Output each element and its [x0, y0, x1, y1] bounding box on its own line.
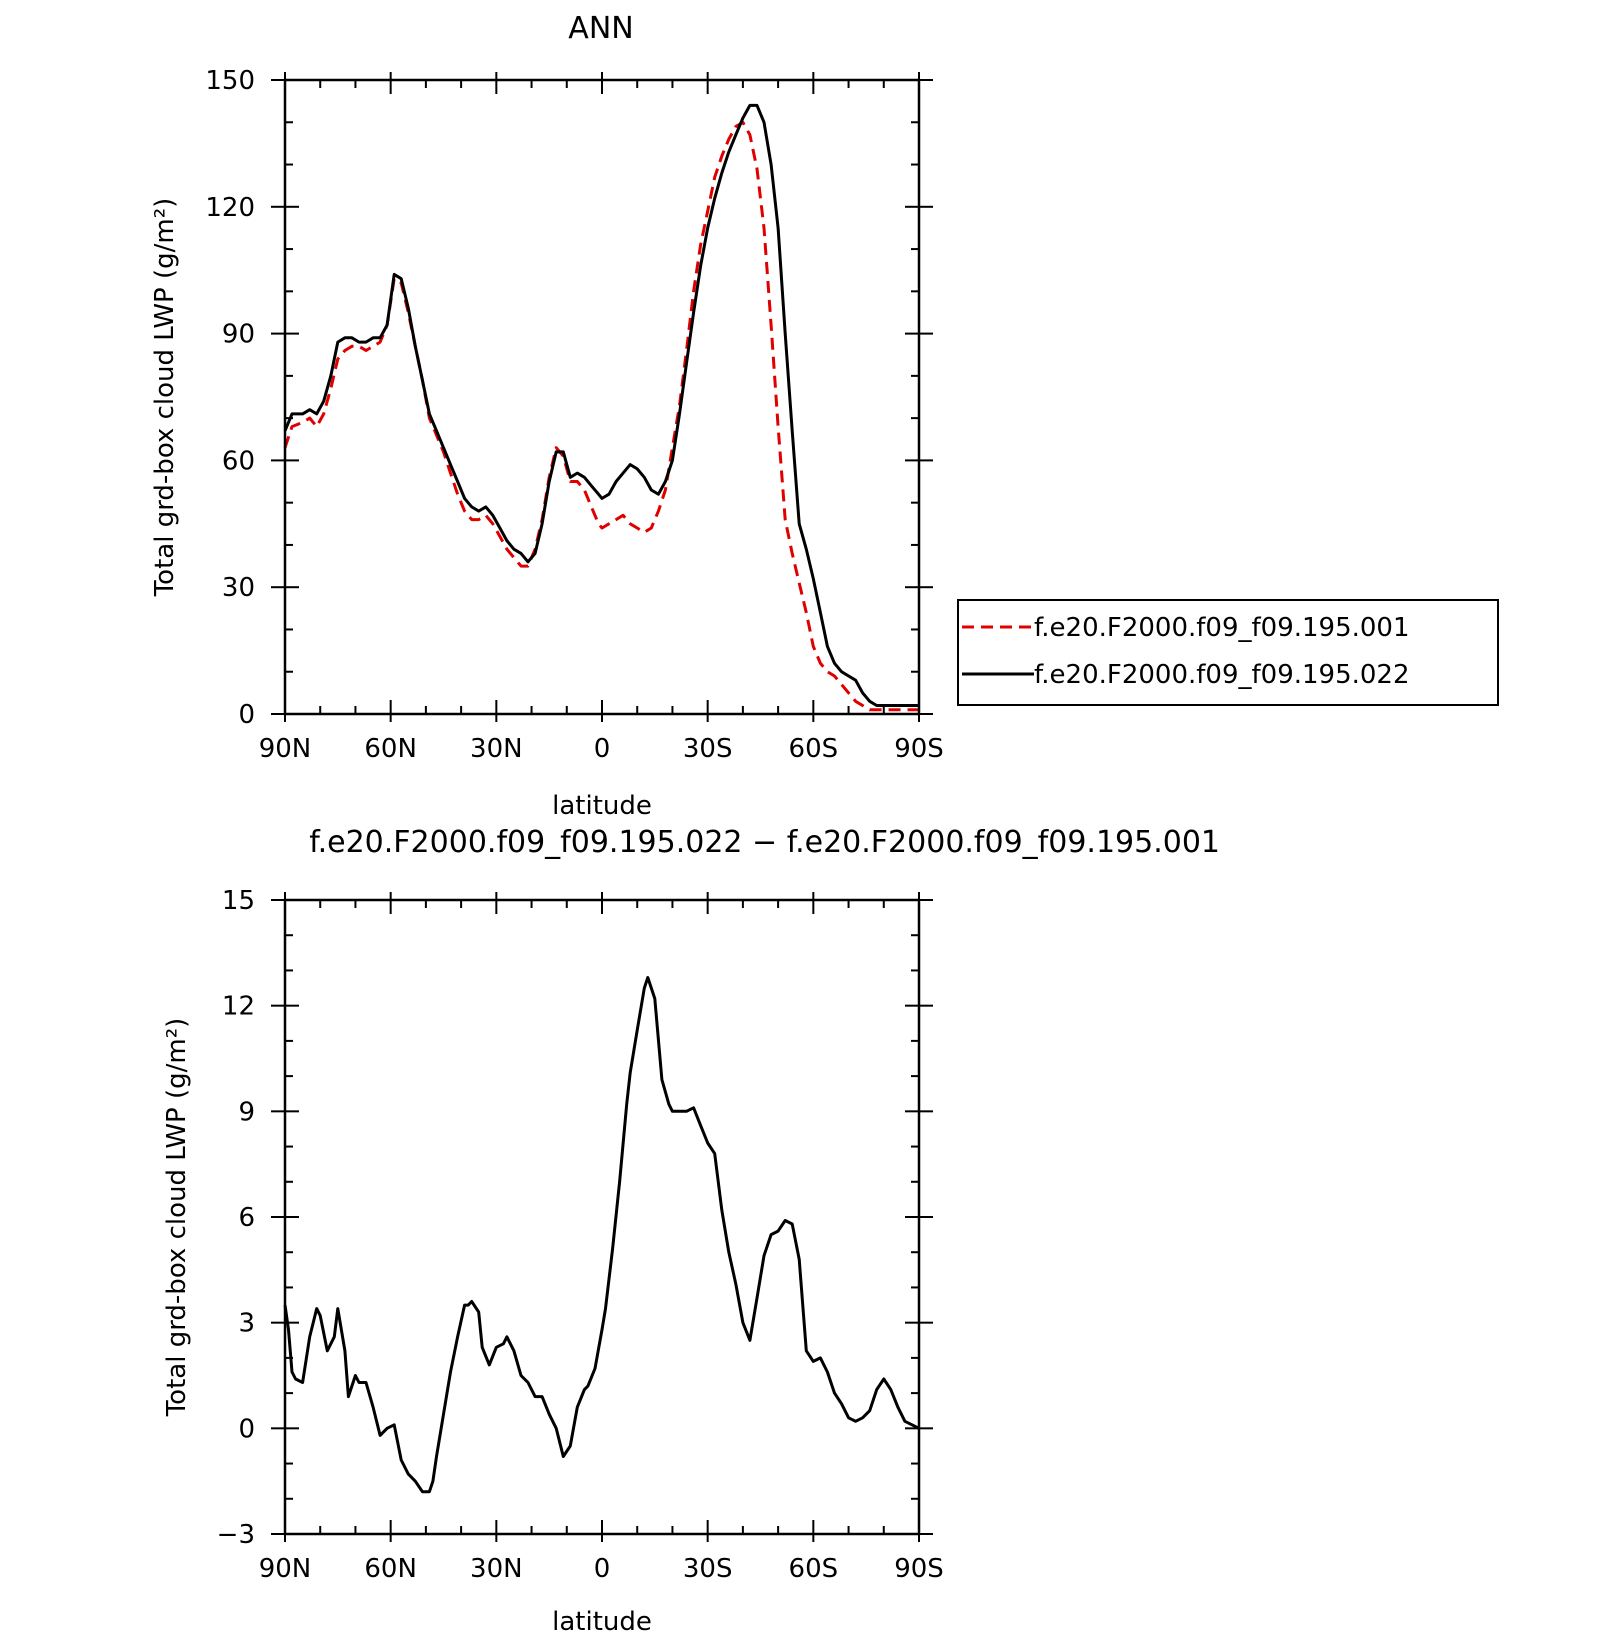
y-tick-label: 30 [222, 573, 255, 603]
y-tick-label: 150 [205, 66, 255, 96]
top-y-axis-label: Total grd-box cloud LWP (g/m²) [150, 198, 180, 598]
bottom-y-axis-label: Total grd-box cloud LWP (g/m²) [162, 1018, 192, 1418]
y-tick-label: 3 [238, 1309, 255, 1339]
x-tick-label: 30S [683, 734, 733, 764]
legend: f.e20.F2000.f09_f09.195.001 f.e20.F2000.… [957, 599, 1499, 706]
y-tick-label: 90 [222, 320, 255, 350]
top-chart-title: ANN [568, 11, 633, 46]
x-tick-label: 30N [470, 1554, 523, 1584]
series-line-0 [283, 976, 920, 1494]
y-tick-label: 12 [222, 992, 255, 1022]
x-tick-label: 90S [894, 734, 944, 764]
x-tick-label: 0 [594, 1554, 611, 1584]
top-x-tick-labels: 90N 60N 30N 0 30S 60S 90S [259, 734, 944, 764]
bottom-axis-ticks [271, 892, 933, 1542]
bottom-plot-frame [283, 898, 921, 1536]
x-tick-label: 60S [789, 734, 839, 764]
x-tick-label: 30S [683, 1554, 733, 1584]
y-tick-label: 6 [238, 1203, 255, 1233]
bottom-series-group [283, 976, 920, 1494]
x-tick-label: 60N [364, 734, 417, 764]
x-tick-label: 60N [364, 1554, 417, 1584]
series-line-1 [283, 103, 919, 707]
y-tick-label: 15 [222, 886, 255, 916]
legend-label-022: f.e20.F2000.f09_f09.195.022 [1034, 660, 1410, 690]
x-tick-label: 60S [789, 1554, 839, 1584]
y-tick-label: 9 [238, 1097, 255, 1127]
top-series-group [283, 103, 919, 712]
x-tick-label: 0 [594, 734, 611, 764]
y-tick-label: 0 [238, 700, 255, 730]
top-axis-ticks [271, 72, 933, 722]
x-tick-label: 90N [259, 1554, 312, 1584]
bottom-x-tick-labels: 90N 60N 30N 0 30S 60S 90S [259, 1554, 944, 1584]
y-tick-label: 60 [222, 446, 255, 476]
top-x-axis-label: latitude [552, 791, 652, 821]
legend-box [957, 599, 1499, 706]
x-tick-label: 90N [259, 734, 312, 764]
legend-label-001: f.e20.F2000.f09_f09.195.001 [1034, 613, 1410, 643]
x-tick-label: 30N [470, 734, 523, 764]
bottom-y-tick-labels: −3 0 3 6 9 12 15 [217, 886, 255, 1550]
y-tick-label: −3 [217, 1520, 255, 1550]
top-y-tick-labels: 0 30 60 90 120 150 [205, 66, 255, 730]
difference-title: f.e20.F2000.f09_f09.195.022 − f.e20.F200… [309, 825, 1220, 860]
top-panel: ANN 90N 60N 30N 0 30S 60S 90S 0 30 60 90 120 150 la… [150, 11, 944, 821]
x-tick-label: 90S [894, 1554, 944, 1584]
y-tick-label: 0 [238, 1414, 255, 1444]
bottom-x-axis-label: latitude [552, 1607, 652, 1635]
top-plot-frame [283, 78, 921, 716]
series-line-0 [283, 120, 919, 712]
y-tick-label: 120 [205, 193, 255, 223]
